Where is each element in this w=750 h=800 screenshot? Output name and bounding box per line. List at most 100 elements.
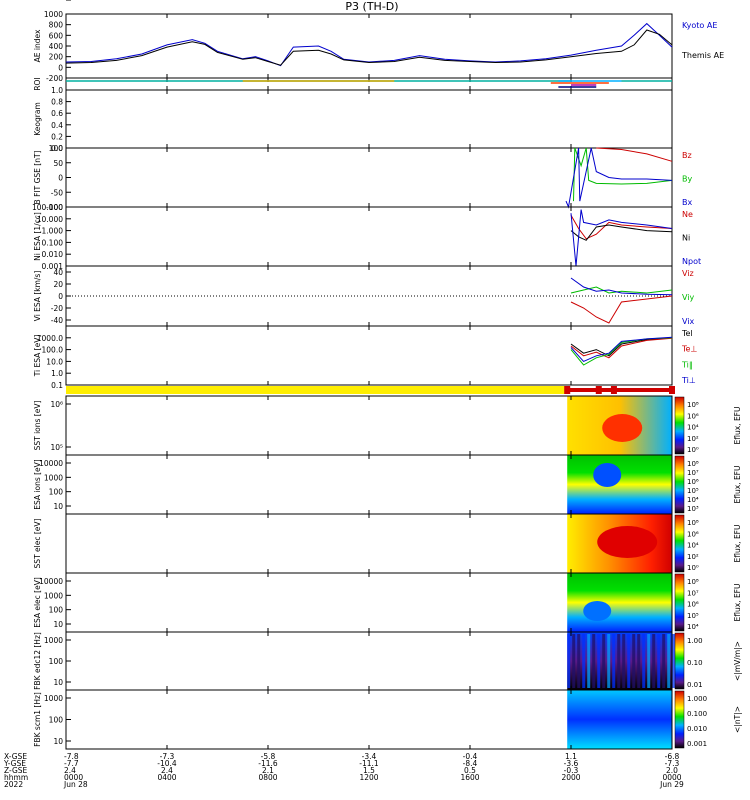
fbk-e-stripe — [602, 634, 606, 688]
mode-bar-fast — [567, 388, 672, 392]
ae-ytick-label: 400 — [49, 42, 64, 51]
fbk_e-ytick-label: 10 — [53, 678, 63, 687]
fbk_b-colorbar — [674, 690, 685, 749]
esa_elec-colorbar-label: Eflux, EFU — [733, 584, 742, 622]
bfield-ytick-label: -100 — [46, 203, 63, 212]
tick-x-gse: -7.3 — [160, 752, 175, 761]
tick-y-gse: -8.4 — [463, 759, 478, 768]
mode-bar-marker — [610, 386, 617, 394]
density-series-Npot — [570, 209, 673, 267]
mode-bar-slow — [66, 386, 568, 394]
sst_elec-colorbar-tick: 10⁰ — [687, 564, 699, 572]
ae-frame — [65, 13, 673, 79]
fbk_b-colorbar-tick: 0.010 — [687, 725, 707, 733]
fbk_e-colorbar-tick: 1.00 — [687, 637, 703, 645]
plot-title: P3 (TH-D) — [345, 0, 398, 13]
mode-bar-marker — [564, 386, 571, 394]
fbk_b-ytick-label: 100 — [49, 716, 64, 725]
bfield-legend-Bx: Bx — [682, 198, 692, 207]
esa_elec-ytick-label: 10000 — [39, 577, 63, 586]
sst_elec-colorbar-label: Eflux, EFU — [733, 525, 742, 563]
density-legend-Ni: Ni — [682, 234, 690, 243]
fbk_b-ytick-label: 10 — [53, 737, 63, 746]
tick-x-gse: -5.8 — [261, 752, 276, 761]
sst_ion-colorbar-tick: 10⁸ — [687, 401, 699, 409]
sst_ion-colorbar-label: Eflux, EFU — [733, 407, 742, 445]
esa_ion-ylabel: ESA ions [eV] — [33, 459, 42, 510]
ae-legend-Themis AE: Themis AE — [681, 51, 724, 60]
tick-z-gse: 0.5 — [464, 766, 476, 775]
velocity-ytick-label: -20 — [51, 304, 63, 313]
temperature-legend-Tel: Tel — [681, 329, 693, 338]
sst_elec-colorbar-tick: 10⁴ — [687, 542, 699, 550]
fbk-e-stripe — [657, 634, 661, 688]
temperature-frame — [65, 325, 673, 386]
row-label-1: Y-GSE — [3, 759, 26, 768]
esa_ion-ytick-label: 1000 — [44, 473, 63, 482]
temperature-ytick-label: 1.0 — [51, 369, 63, 378]
tick-x-gse: -7.8 — [64, 752, 79, 761]
keogram-ytick-label: 0.8 — [51, 98, 63, 107]
temperature-legend-Ti⊥: Ti⊥ — [681, 376, 696, 385]
esa_ion-colorbar-tick: 10³ — [687, 505, 699, 513]
keogram-ytick-label: 1.0 — [51, 86, 63, 95]
sst_elec-colorbar-tick: 10² — [687, 553, 699, 561]
fbk_b-ytick-label: 1000 — [44, 694, 63, 703]
mode-bar-marker — [669, 386, 675, 394]
temperature-ytick-label: 0.1 — [51, 381, 63, 390]
tick-z-gse: 2.0 — [666, 766, 678, 775]
sst_ion-colorbar-tick: 10⁰ — [687, 446, 699, 454]
fbk-e-stripe — [662, 634, 666, 688]
density-legend-Ne: Ne — [682, 210, 693, 219]
sst_ion-colorbar-tick: 10⁶ — [687, 412, 699, 420]
tick-x-gse: -0.4 — [463, 752, 478, 761]
temperature-ytick-label: 10.0 — [46, 357, 63, 366]
fbk-e-stripe — [627, 634, 631, 688]
tick-z-gse: 2.1 — [262, 766, 274, 775]
esa_elec-colorbar-tick: 10⁵ — [687, 612, 699, 620]
bfield-ylabel: B FIT GSE [nT] — [33, 150, 42, 204]
bfield-legend-By: By — [682, 175, 692, 184]
sst-ion-hotspot — [602, 414, 643, 442]
temperature-legend-Te⊥: Te⊥ — [681, 345, 697, 354]
tick-z-gse: 1.5 — [363, 766, 375, 775]
ae-ytick-label: 0 — [58, 63, 63, 72]
density-series-Ni — [570, 224, 673, 241]
esa_elec-colorbar-tick: 10⁴ — [687, 623, 699, 631]
velocity-ytick-label: 20 — [53, 280, 63, 289]
fbk-e-stripe — [617, 634, 621, 688]
velocity-ylabel: Vi ESA [km/s] — [33, 271, 42, 322]
tick-z-gse: 2.4 — [161, 766, 173, 775]
esa_elec-colorbar — [674, 573, 685, 632]
fbk-e-stripe — [582, 634, 586, 688]
fbk-e-stripe — [607, 634, 611, 688]
density-ytick-label: 1.000 — [42, 227, 64, 236]
esa_ion-colorbar-tick: 10⁸ — [687, 460, 699, 468]
esa_ion-ytick-label: 10 — [53, 502, 63, 511]
tick-date: Jun 29 — [659, 780, 684, 789]
fbk_e-colorbar-tick: 0.01 — [687, 681, 703, 689]
velocity-ytick-label: 0 — [58, 292, 63, 301]
tick-y-gse: -10.4 — [157, 759, 177, 768]
row-label-3: hhmm — [4, 773, 28, 782]
row-label-2: Z-GSE — [4, 766, 28, 775]
fbk-e-stripe — [567, 634, 571, 688]
esa_ion-spectrogram — [567, 455, 672, 514]
fbk-e-stripe — [587, 634, 591, 688]
sst_ion-ytick-label: 10⁵ — [50, 443, 63, 452]
esa_ion-colorbar-label: Eflux, EFU — [733, 466, 742, 504]
fbk_b-colorbar-tick: 0.001 — [687, 740, 707, 748]
bfield-ytick-label: 50 — [53, 159, 63, 168]
tick-z-gse: 2.4 — [64, 766, 76, 775]
mode-bar-marker — [595, 386, 602, 394]
ae-series-Themis AE — [65, 29, 673, 66]
temperature-series-Te⊥ — [570, 337, 673, 359]
tick-date: Jun 28 — [63, 780, 88, 789]
tick-y-gse: -3.6 — [564, 759, 579, 768]
tick-hhmm: 0800 — [258, 773, 277, 782]
ae-series-Kyoto AE — [65, 22, 673, 67]
density-ylabel: Ni ESA [1/cc] — [33, 212, 42, 261]
density-frame — [65, 206, 673, 267]
tick-x-gse: -6.8 — [665, 752, 680, 761]
